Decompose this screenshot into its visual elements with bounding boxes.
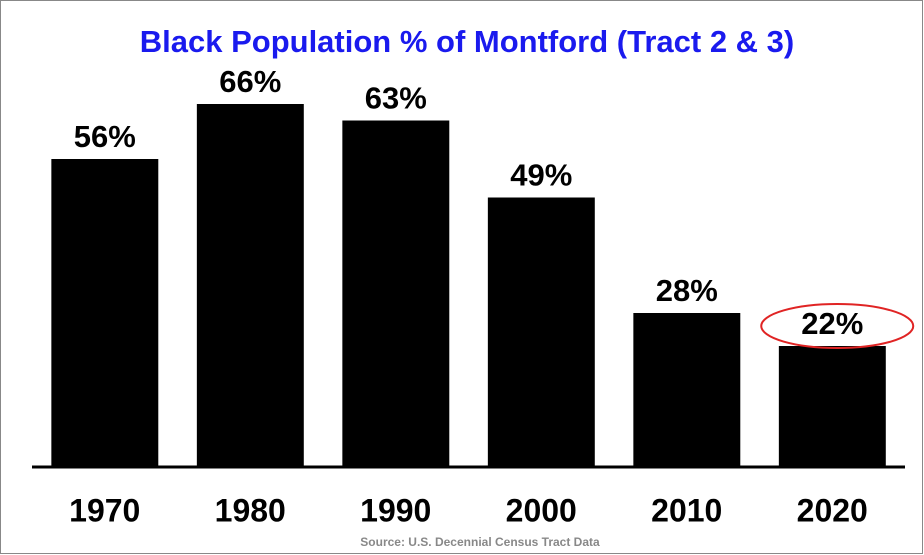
x-tick-label: 2010	[651, 492, 722, 528]
bar	[196, 104, 304, 467]
bar	[51, 159, 159, 467]
data-label: 22%	[801, 306, 863, 341]
x-tick-label: 2000	[506, 492, 577, 528]
x-tick-label: 2020	[797, 492, 868, 528]
data-label: 49%	[510, 158, 572, 193]
chart-title: Black Population % of Montford (Tract 2 …	[140, 24, 794, 59]
data-label: 56%	[74, 119, 136, 154]
data-label: 28%	[656, 273, 718, 308]
source-note: Source: U.S. Decennial Census Tract Data	[360, 535, 600, 549]
x-tick-label: 1980	[215, 492, 286, 528]
data-label: 63%	[365, 81, 427, 116]
x-tick-label: 1990	[360, 492, 431, 528]
bar	[342, 120, 450, 467]
bar	[487, 197, 595, 467]
bar	[778, 346, 886, 467]
highlight-circle	[760, 303, 915, 349]
data-label: 66%	[219, 64, 281, 99]
x-tick-label: 1970	[69, 492, 140, 528]
bar	[633, 313, 741, 467]
